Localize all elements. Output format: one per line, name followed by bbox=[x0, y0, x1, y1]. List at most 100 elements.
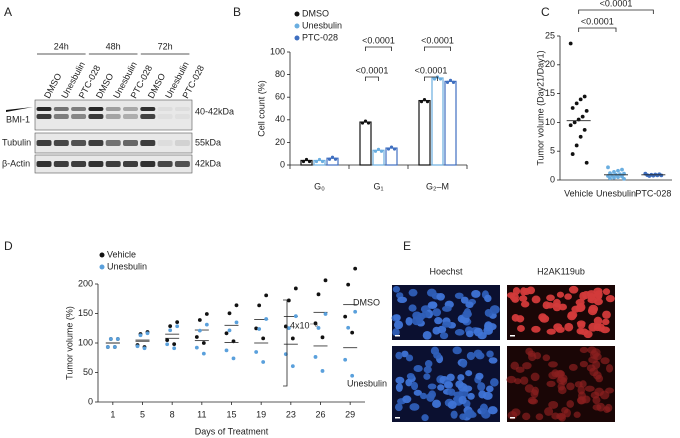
cell bbox=[444, 381, 454, 389]
bar-point bbox=[363, 119, 368, 123]
cell bbox=[518, 295, 528, 302]
cell bbox=[428, 390, 436, 399]
bar-point bbox=[314, 159, 319, 164]
cell bbox=[584, 385, 595, 392]
blot-band bbox=[71, 140, 87, 146]
data-point bbox=[142, 346, 147, 351]
legend-label: Unesbulin bbox=[107, 261, 147, 271]
cell bbox=[490, 378, 499, 387]
row-label: DMSO bbox=[353, 297, 380, 307]
blot-band bbox=[36, 107, 52, 111]
panel-letter: C bbox=[541, 5, 550, 19]
cell bbox=[467, 392, 475, 400]
cell bbox=[457, 382, 468, 392]
y-tick-label: 10 bbox=[545, 117, 555, 127]
data-point bbox=[346, 282, 351, 287]
y-tick-label: 20 bbox=[275, 137, 285, 147]
cell bbox=[568, 363, 578, 371]
data-point bbox=[612, 170, 616, 174]
cell bbox=[432, 399, 442, 409]
significance-bracket bbox=[424, 76, 438, 81]
cell bbox=[393, 320, 404, 330]
cell bbox=[567, 311, 577, 321]
bar-point bbox=[301, 159, 306, 164]
data-point bbox=[580, 114, 585, 119]
cell bbox=[600, 326, 611, 334]
blot-row-label: Tubulin bbox=[2, 137, 31, 147]
blot-band bbox=[88, 161, 104, 167]
cell bbox=[392, 328, 400, 337]
y-tick-label: 0 bbox=[88, 396, 93, 406]
data-point bbox=[313, 355, 318, 359]
data-point bbox=[622, 176, 626, 181]
cell bbox=[517, 325, 525, 332]
cell bbox=[430, 346, 440, 356]
cell bbox=[395, 351, 403, 360]
data-point bbox=[320, 335, 325, 340]
cell bbox=[520, 376, 529, 385]
cell bbox=[595, 374, 604, 383]
blot-band bbox=[140, 114, 156, 119]
cell bbox=[447, 400, 457, 410]
bar-point bbox=[373, 149, 378, 153]
bar bbox=[431, 77, 444, 166]
bar bbox=[444, 80, 457, 166]
cell bbox=[531, 325, 541, 333]
y-tick-label: 15 bbox=[545, 88, 555, 98]
x-tick-label: PTC-028 bbox=[635, 188, 671, 198]
cell bbox=[394, 403, 403, 412]
x-tick-label: 29 bbox=[345, 409, 355, 419]
column-label: H2AK119ub bbox=[537, 266, 585, 276]
data-point bbox=[343, 357, 348, 362]
cell bbox=[487, 406, 498, 415]
blot-band bbox=[105, 107, 121, 111]
cell bbox=[605, 295, 615, 303]
cell bbox=[593, 287, 603, 295]
data-point bbox=[316, 326, 321, 330]
panel-letter: B bbox=[233, 5, 241, 19]
blot-band bbox=[88, 140, 104, 146]
cell bbox=[409, 403, 420, 411]
data-point bbox=[655, 173, 660, 178]
data-point bbox=[616, 168, 620, 173]
data-point bbox=[290, 336, 295, 341]
x-axis-label: Days of Treatment bbox=[195, 426, 269, 436]
cell bbox=[442, 321, 452, 328]
data-point bbox=[323, 312, 328, 316]
cell bbox=[586, 364, 596, 372]
data-point bbox=[261, 336, 266, 341]
cell bbox=[465, 370, 473, 377]
cell bbox=[557, 386, 567, 395]
cell bbox=[458, 395, 467, 405]
panel-letter: E bbox=[403, 239, 411, 253]
x-tick-label: 19 bbox=[256, 409, 266, 419]
data-point bbox=[582, 127, 587, 132]
cell bbox=[587, 346, 597, 354]
x-tick-label: 5 bbox=[140, 409, 145, 419]
blot-band bbox=[71, 161, 87, 167]
blot-band bbox=[140, 140, 156, 146]
blot-band bbox=[174, 161, 190, 167]
cell bbox=[486, 350, 494, 358]
cell bbox=[551, 412, 560, 420]
cell bbox=[548, 401, 559, 409]
cell bbox=[460, 359, 468, 368]
blot-band bbox=[105, 140, 121, 146]
cell bbox=[406, 372, 415, 380]
cell bbox=[555, 326, 565, 333]
cell bbox=[477, 382, 486, 392]
cell bbox=[432, 326, 441, 335]
data-point bbox=[320, 369, 325, 373]
row-label: Unesbulin bbox=[347, 378, 387, 388]
data-point bbox=[201, 341, 206, 345]
cell bbox=[434, 317, 443, 325]
blot-band bbox=[174, 140, 190, 146]
cell bbox=[442, 305, 452, 312]
cell bbox=[426, 288, 437, 297]
blot-band bbox=[123, 161, 138, 167]
legend-marker bbox=[99, 264, 105, 270]
bar bbox=[385, 147, 398, 166]
cell bbox=[413, 365, 423, 372]
data-point bbox=[175, 324, 180, 329]
cell bbox=[408, 288, 418, 297]
